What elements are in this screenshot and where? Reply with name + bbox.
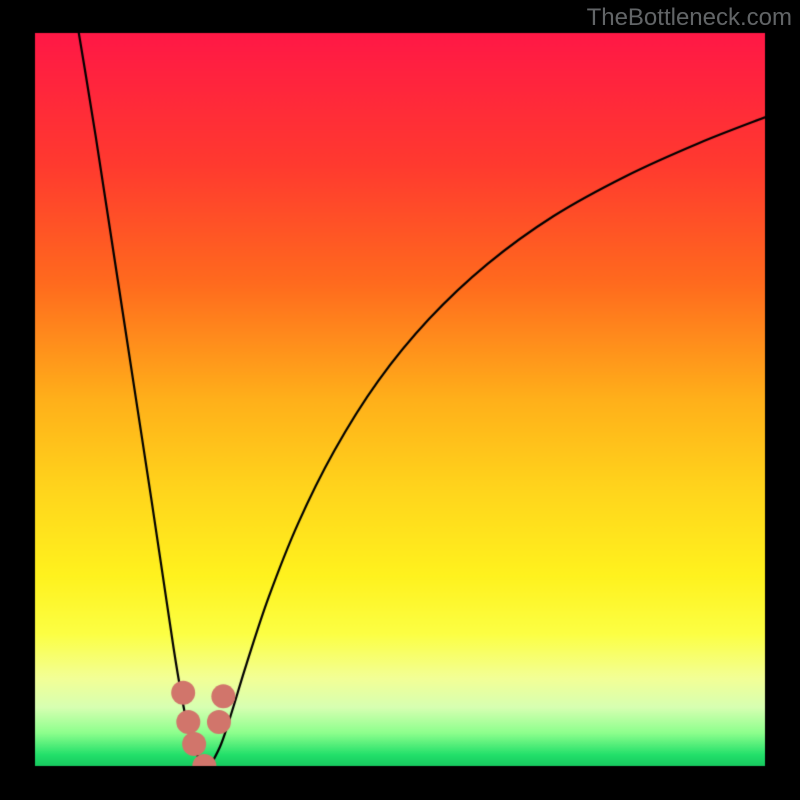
watermark-label: TheBottleneck.com xyxy=(587,4,792,32)
chart-wrapper: TheBottleneck.com xyxy=(0,0,800,800)
bottleneck-curve-chart xyxy=(0,0,800,800)
